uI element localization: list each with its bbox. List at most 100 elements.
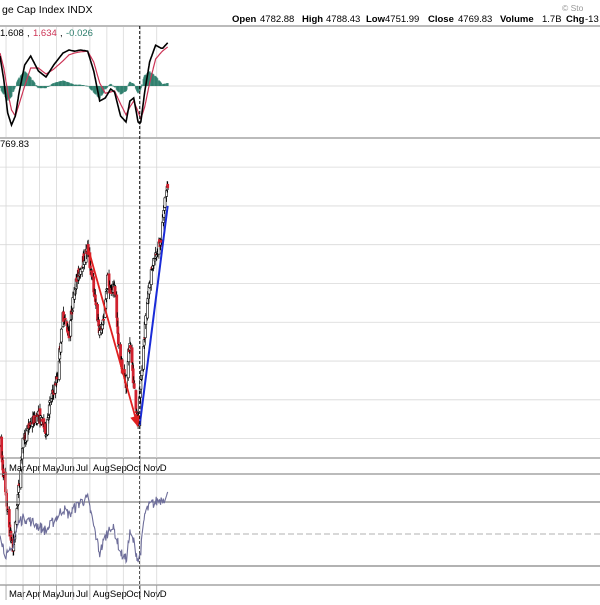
candle-body-59: [44, 423, 47, 434]
macd-hist-bar-184: [140, 86, 143, 87]
candle-body-139: [105, 288, 109, 291]
candle-body-191: [146, 302, 149, 319]
x-tick-label-3: Jun: [59, 463, 74, 474]
ohlc-close-value: 4769.83: [458, 14, 492, 25]
x-tick-label-bottom-3: Jun: [59, 589, 74, 600]
candle-135: [102, 313, 105, 324]
macd-hist-bar-40: [29, 77, 32, 86]
macd-hist-bar-200: [152, 74, 155, 86]
macd-hist-bar-95: [71, 84, 74, 86]
candle-26: [19, 466, 23, 490]
macd-hist-bar-165: [125, 86, 128, 90]
macd-hist-bar-19: [13, 86, 16, 88]
candle-171: [130, 344, 134, 365]
macd-readout-macd: 1.608: [0, 28, 24, 39]
candle-76: [57, 357, 61, 382]
candle-138: [104, 289, 108, 303]
x-tick-label-bottom-5: Aug: [93, 589, 110, 600]
candle-186: [142, 345, 145, 372]
macd-hist-bar-160: [121, 86, 124, 94]
candle-185: [140, 365, 144, 381]
candle-191: [146, 301, 149, 321]
macd-hist-bar-140: [106, 86, 109, 88]
candle-body-177: [135, 411, 138, 414]
candle-body-196: [149, 269, 153, 285]
x-tick-label-bottom-9: D: [160, 589, 167, 600]
candle-63: [47, 413, 51, 424]
candle-body-21: [15, 508, 19, 525]
macd-hist-bar-175: [133, 85, 136, 86]
candle-128: [97, 317, 101, 328]
candle-body-200: [152, 258, 155, 266]
macd-hist-bar-15: [10, 86, 13, 97]
candle-body-124: [93, 294, 97, 302]
candle-body-91: [69, 320, 73, 337]
candle-body-23: [16, 494, 20, 505]
candle-body-150: [113, 286, 117, 295]
candle-body-105: [79, 269, 82, 275]
candle-176: [134, 389, 138, 413]
macd-hist-bar-166: [127, 85, 130, 87]
candle-body-201: [153, 258, 157, 262]
x-tick-label-bottom-0: Mar: [9, 589, 25, 600]
volume-value: 1.7B: [542, 14, 562, 25]
candle-body-151: [115, 294, 119, 318]
ohlc-low-label: Low: [366, 14, 386, 25]
macd-hist-bar-174: [132, 83, 135, 86]
macd-hist-bar-155: [117, 86, 120, 93]
macd-hist-bar-195: [148, 71, 151, 86]
macd-hist-bar-120: [91, 86, 94, 91]
macd-hist-bar-170: [129, 82, 132, 86]
candle-125: [94, 298, 98, 310]
candle-body-186: [142, 346, 145, 370]
candle-body-216: [165, 190, 168, 197]
candle-body-66: [50, 398, 53, 402]
candle-110: [82, 255, 86, 270]
macd-hist-bar-45: [33, 82, 36, 86]
candle-190: [144, 313, 148, 330]
candle-body-79: [59, 342, 63, 353]
x-tick-label-9: D: [160, 463, 167, 474]
candle-body-183: [139, 379, 143, 390]
candle-body-80: [59, 328, 63, 343]
candle-body-63: [47, 415, 51, 418]
candle-body-70: [52, 392, 56, 395]
candle-body-26: [19, 470, 23, 489]
macd-hist-bar-20: [14, 86, 17, 87]
candle-body-175: [132, 383, 136, 389]
ohlc-low-value: 4751.99: [385, 14, 419, 25]
ohlc-high-label: High: [302, 14, 323, 25]
volume-label: Volume: [500, 14, 534, 25]
candle-35: [25, 425, 29, 442]
rsi-grid: [5, 475, 158, 584]
candle-body-199: [151, 265, 155, 269]
macd-hist-bar-55: [41, 86, 44, 89]
candle-215: [163, 196, 167, 209]
candle-60: [44, 432, 48, 440]
macd-readout-sep-1: ,: [27, 28, 30, 39]
ohlc-high-value: 4788.43: [326, 14, 360, 25]
price-grid: [0, 140, 600, 458]
candle-151: [115, 291, 119, 322]
macd-hist-bar-150: [114, 86, 117, 88]
candle-body-190: [144, 315, 148, 325]
macd-hist-bar-218: [166, 83, 169, 86]
x-tick-label-0: Mar: [9, 463, 25, 474]
macd-grid: [0, 27, 600, 137]
x-tick-label-bottom-8: Nov: [143, 589, 160, 600]
candle-150: [113, 285, 117, 298]
macd-hist-bar-110: [83, 85, 86, 86]
candle-body-195: [148, 283, 152, 289]
candle-body-86: [65, 321, 69, 327]
candle-body-185: [140, 369, 144, 376]
candle-body-94: [70, 310, 74, 312]
candle-body-128: [97, 319, 101, 327]
candle-105: [79, 267, 82, 279]
macd-hist-bar-130: [98, 86, 101, 99]
candle-body-110: [82, 260, 86, 265]
candle-body-35: [25, 430, 29, 442]
x-tick-label-5: Aug: [93, 463, 110, 474]
candlesticks: [0, 181, 170, 556]
candle-199: [151, 265, 155, 271]
